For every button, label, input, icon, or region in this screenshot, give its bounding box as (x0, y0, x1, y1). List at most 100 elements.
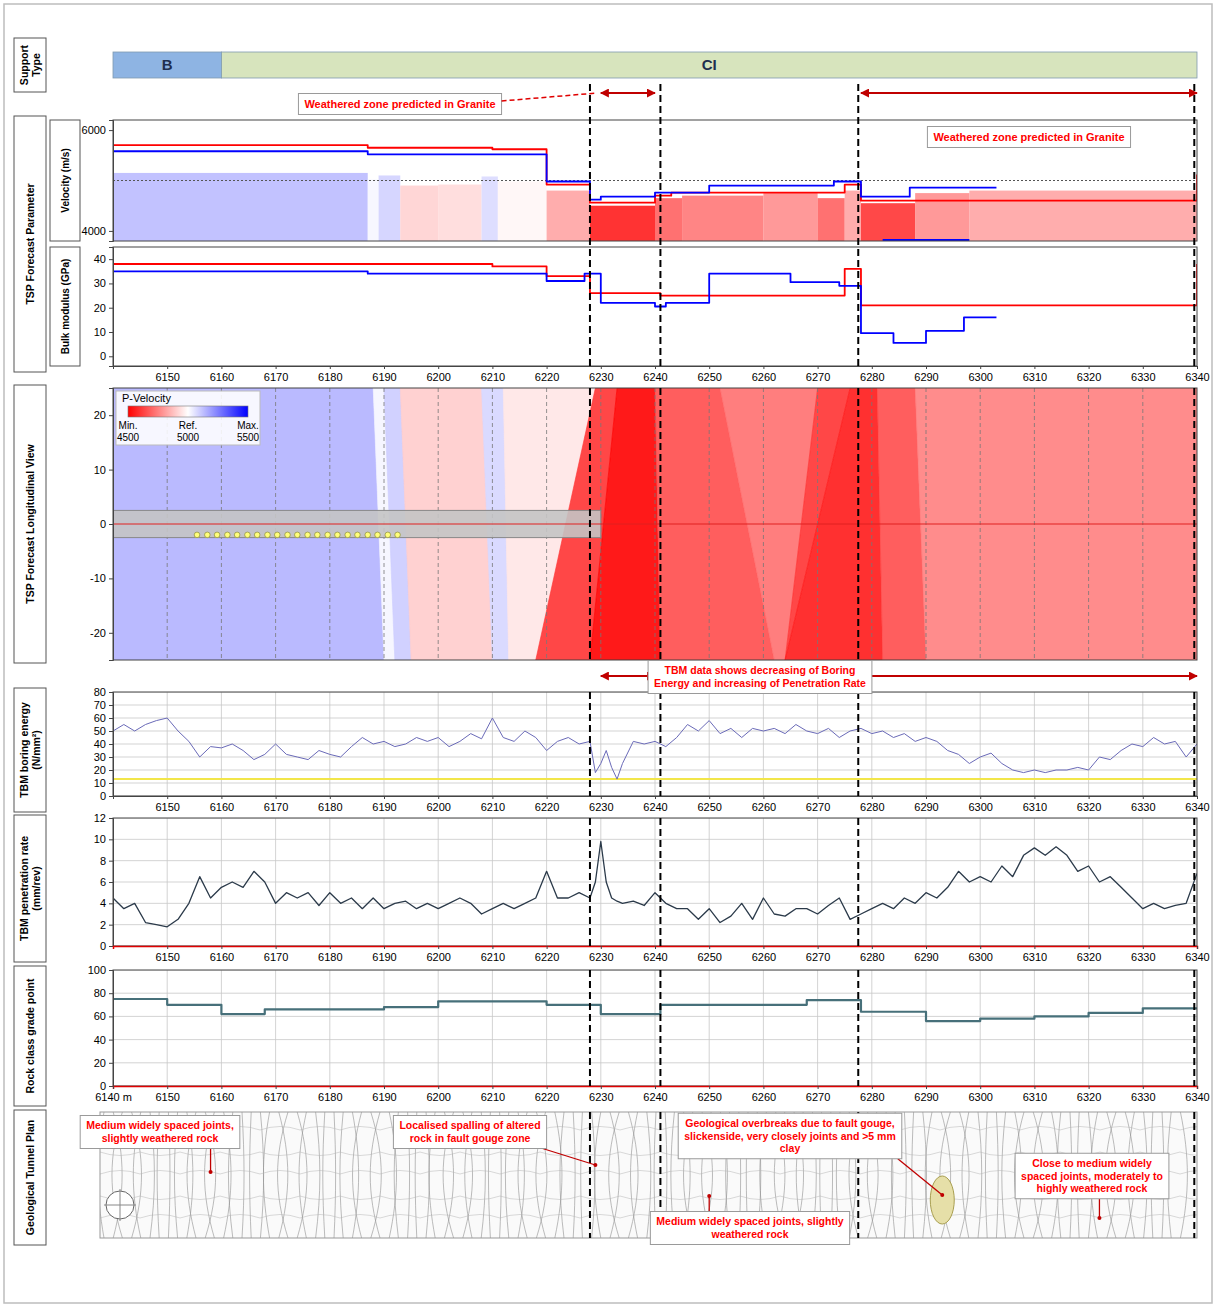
y-axis-line (109, 121, 114, 242)
x-tick-label: 6300 (968, 951, 992, 963)
y-tick: 12 (94, 812, 113, 824)
x-tick-mark (384, 366, 385, 369)
boundary-line (1193, 970, 1195, 1086)
y-tick-mark (109, 770, 113, 771)
x-tick-label: 6310 (1023, 951, 1047, 963)
x-tick: 6220 (535, 366, 559, 383)
x-tick-mark (221, 1086, 222, 1089)
annotation: Medium widely spaced joints, slightlywea… (656, 1215, 843, 1240)
y-tick-label: 6 (100, 876, 106, 888)
y-tick: 40 (94, 738, 113, 750)
x-tick-label: 6240 (643, 951, 667, 963)
receiver (274, 532, 280, 538)
x-tick-label: 6190 (372, 801, 396, 813)
y-tick-mark (109, 1016, 113, 1017)
x-tick-mark (763, 366, 764, 369)
x-tick: 6180 (318, 366, 342, 383)
plot-area (100, 1112, 1197, 1238)
boundary-line (857, 970, 859, 1086)
grid-line-x (1088, 970, 1089, 1086)
x-tick-mark (709, 946, 710, 949)
x-tick-mark (113, 1086, 114, 1089)
y-tick-mark (109, 1086, 113, 1087)
y-tick: 20 (94, 764, 113, 776)
x-tick-label: 6330 (1131, 801, 1155, 813)
x-tick-label: 6180 (318, 951, 342, 963)
series-line (113, 271, 996, 343)
y-tick: 70 (94, 699, 113, 711)
x-tick-label: 6200 (426, 801, 450, 813)
y-tick: 0 (100, 350, 113, 362)
x-tick-mark (1034, 1086, 1035, 1089)
y-tick-label: 80 (94, 686, 106, 698)
x-tick-mark (872, 366, 873, 369)
x-tick-label: 6280 (860, 951, 884, 963)
y-tick-mark (109, 130, 113, 131)
x-axis: 6140 m6150616061706180619062006210622062… (95, 1086, 1210, 1103)
x-axis: 6150616061706180619062006210622062306240… (114, 796, 1210, 813)
joint-trace (250, 1112, 252, 1238)
ylabel-group: Velocity (m/s) (60, 148, 71, 212)
panel-title: TBM boring energy(N/mm²) (18, 702, 42, 798)
x-tick-label: 6260 (752, 801, 776, 813)
annotation-leader (1099, 1199, 1100, 1218)
receiver (265, 532, 271, 538)
x-tick-mark (980, 366, 981, 369)
x-tick-mark (872, 946, 873, 949)
x-tick-mark (872, 1086, 873, 1089)
x-tick-mark (221, 796, 222, 799)
grid-line-y (113, 839, 1197, 840)
joint-trace (581, 1112, 583, 1238)
x-tick: 6150 (155, 796, 179, 813)
label-box (14, 116, 46, 372)
y-tick: 8 (100, 855, 113, 867)
annotation-box (80, 1116, 240, 1149)
y-tick-mark (109, 524, 113, 525)
x-tick-mark (492, 796, 493, 799)
x-tick-mark (547, 946, 548, 949)
y-tick-mark (109, 946, 113, 947)
centerline (113, 524, 1197, 525)
x-tick: 6250 (697, 946, 721, 963)
y-tick-label: 70 (94, 699, 106, 711)
x-tick-mark (655, 946, 656, 949)
x-tick: 6320 (1077, 1086, 1101, 1103)
x-tick: 6220 (535, 946, 559, 963)
x-tick-mark (167, 1086, 168, 1089)
annotation: Geological overbreaks due to fault gouge… (684, 1117, 896, 1154)
x-tick-mark (980, 1086, 981, 1089)
joint-trace (371, 1112, 381, 1238)
panel-title-line: Support (18, 44, 30, 85)
joint-trace (242, 1112, 244, 1238)
ylabel-group: Bulk modulus (GPa) (60, 259, 71, 355)
y-tick-label: 60 (94, 712, 106, 724)
x-tick-mark (655, 366, 656, 369)
support-label: B (162, 56, 173, 73)
x-tick-mark (763, 946, 764, 949)
annotation-line: highly weathered rock (1037, 1182, 1148, 1194)
colorbar-label: Ref. (179, 420, 197, 431)
boundary-line (659, 84, 661, 366)
reference-line (113, 180, 1197, 181)
y-tick: 20 (94, 1057, 113, 1069)
x-tick-mark (818, 366, 819, 369)
support-segment (113, 52, 221, 78)
y-tick: 0 (100, 790, 113, 802)
y-tick-label: 40 (94, 1034, 106, 1046)
label-box (14, 38, 46, 92)
y-tick-mark (109, 731, 113, 732)
joint-trace (594, 1112, 600, 1238)
x-tick-label: 6220 (535, 801, 559, 813)
grid-line-x (329, 970, 330, 1086)
panel-title-line: TSP Forecast Longitudinal View (24, 443, 36, 603)
receiver (214, 532, 220, 538)
x-tick-mark (709, 366, 710, 369)
y-tick-label: -20 (90, 627, 106, 639)
label-box (14, 385, 46, 663)
boundary-line (589, 818, 591, 946)
boundary-line (589, 1112, 591, 1238)
joint-trace (573, 1112, 575, 1238)
joint-trace (925, 1112, 932, 1238)
annotation-connector (502, 93, 597, 101)
receiver (285, 532, 291, 538)
